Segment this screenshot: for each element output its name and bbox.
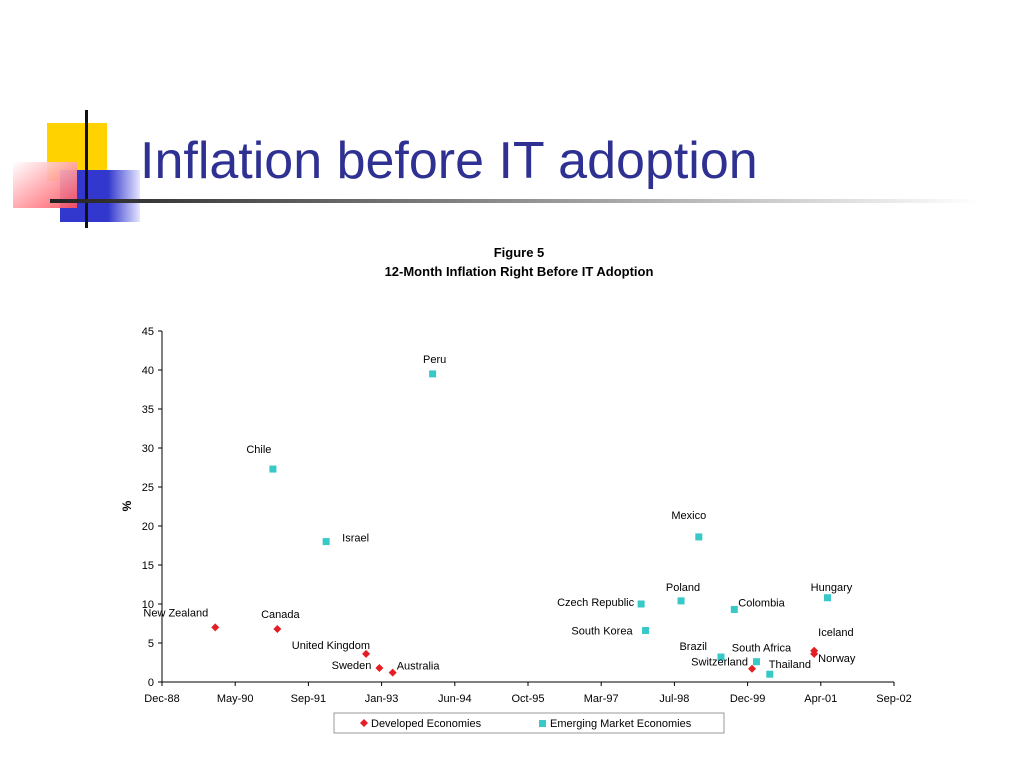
label-czech-republic: Czech Republic [557, 597, 635, 609]
y-tick-label: 45 [142, 326, 154, 338]
label-poland: Poland [666, 582, 700, 594]
label-thailand: Thailand [769, 659, 811, 671]
point-australia [388, 668, 397, 677]
x-tick-label: Sep-02 [876, 693, 911, 705]
x-tick-label: Apr-01 [804, 693, 837, 705]
point-switzerland [748, 664, 757, 673]
legend-marker-developed [360, 719, 368, 727]
y-tick-label: 40 [142, 365, 154, 377]
point-norway [810, 649, 819, 658]
y-tick-label: 20 [142, 521, 154, 533]
y-tick-label: 10 [142, 599, 154, 611]
y-tick-label: 30 [142, 443, 154, 455]
point-labels: New Zealand Canada United Kingdom Sweden Aus… [143, 354, 856, 673]
label-mexico: Mexico [671, 510, 706, 522]
x-tick-label: May-90 [217, 693, 254, 705]
x-tick-label: Oct-95 [511, 693, 544, 705]
y-tick-label: 25 [142, 482, 154, 494]
point-thailand [766, 670, 774, 678]
slide-logo [13, 110, 980, 228]
x-tick-label: Jun-94 [438, 693, 472, 705]
point-czech-republic [637, 600, 645, 608]
label-united-kingdom: United Kingdom [292, 640, 370, 652]
point-hungary [823, 594, 831, 602]
point-israel [322, 538, 330, 546]
legend-marker-emerging [539, 720, 546, 727]
y-tick-label: 5 [148, 638, 154, 650]
label-australia: Australia [397, 661, 441, 673]
title-underline [50, 199, 980, 203]
point-united-kingdom [362, 649, 371, 658]
y-tick-label: 35 [142, 404, 154, 416]
y-tick-label: 0 [148, 677, 154, 689]
x-axis-ticks: Dec-88 May-90 Sep-91 Jan-93 Jun-94 Oct-95 Mar-… [144, 682, 912, 705]
label-sweden: Sweden [332, 660, 372, 672]
x-tick-label: Jul-98 [659, 693, 689, 705]
y-tick-label: 15 [142, 560, 154, 572]
point-canada [273, 624, 282, 633]
label-israel: Israel [342, 533, 369, 545]
label-peru: Peru [423, 354, 446, 366]
label-south-africa: South Africa [732, 643, 792, 655]
data-points [211, 370, 831, 678]
point-sweden [375, 663, 384, 672]
point-south-africa [752, 658, 760, 666]
label-norway: Norway [818, 653, 856, 665]
point-south-korea [642, 627, 650, 635]
label-canada: Canada [261, 609, 300, 621]
x-tick-label: Dec-88 [144, 693, 179, 705]
logo-vertical-line [85, 110, 88, 228]
legend: Developed Economies Emerging Market Econ… [333, 712, 725, 734]
point-mexico [695, 533, 703, 541]
label-new-zealand: New Zealand [143, 607, 208, 619]
point-new-zealand [211, 623, 220, 632]
x-tick-label: Dec-99 [730, 693, 765, 705]
point-colombia [730, 605, 738, 613]
point-brazil [717, 653, 725, 661]
label-brazil: Brazil [679, 641, 707, 653]
chart-title: Figure 5 [494, 245, 545, 260]
label-south-korea: South Korea [571, 626, 633, 638]
legend-box [333, 712, 725, 734]
label-colombia: Colombia [738, 597, 785, 609]
x-tick-label: Mar-97 [584, 693, 619, 705]
label-switzerland: Switzerland [691, 657, 748, 669]
point-poland [677, 597, 685, 605]
point-chile [269, 465, 277, 473]
point-peru [429, 370, 437, 378]
label-iceland: Iceland [818, 627, 853, 639]
label-chile: Chile [246, 444, 271, 456]
y-axis-title: % [120, 500, 134, 511]
legend-label-developed: Developed Economies [371, 718, 482, 730]
x-tick-label: Jan-93 [365, 693, 399, 705]
label-hungary: Hungary [811, 582, 853, 594]
legend-label-emerging: Emerging Market Economies [550, 718, 692, 730]
y-axis-ticks: 0 5 10 15 20 25 30 35 40 45 [142, 326, 162, 689]
slide-title: Inflation before IT adoption [140, 132, 758, 190]
x-tick-label: Sep-91 [291, 693, 326, 705]
chart-subtitle: 12-Month Inflation Right Before IT Adopt… [385, 264, 654, 279]
